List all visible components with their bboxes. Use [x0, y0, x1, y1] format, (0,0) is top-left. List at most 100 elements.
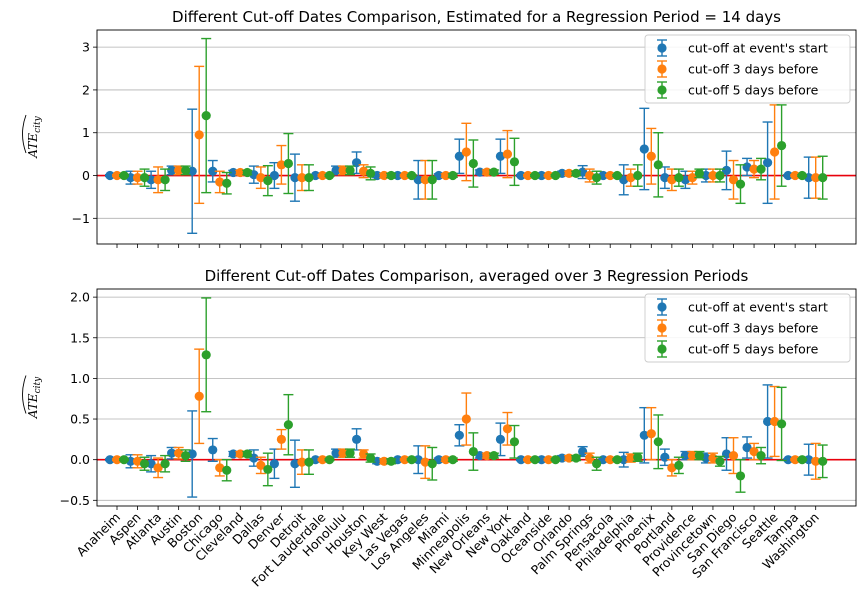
data-point-fort-lauderdale	[324, 455, 335, 465]
data-point-washington	[818, 173, 828, 183]
data-point-honolulu	[331, 165, 341, 175]
data-point-provincetown	[715, 456, 725, 466]
data-point-austin	[167, 165, 177, 175]
data-point-phoenix	[639, 430, 649, 440]
data-point-fort-lauderdale	[317, 170, 328, 181]
data-point-new-york	[509, 437, 520, 447]
data-point-san-francisco	[749, 164, 759, 174]
data-point-providence	[687, 451, 698, 461]
data-point-san-diego	[721, 165, 732, 175]
data-point-austin	[181, 451, 191, 461]
data-point-denver	[283, 158, 293, 169]
data-point-phoenix	[646, 429, 656, 439]
data-point-oceanside	[543, 455, 554, 465]
data-point-san-diego	[728, 175, 739, 185]
legend-marker-point	[657, 64, 667, 74]
data-point-washington	[818, 456, 828, 466]
data-point-minneapolis	[468, 158, 478, 169]
data-point-los-angeles	[420, 457, 430, 467]
data-point-houston	[359, 166, 369, 176]
data-point-new-york	[495, 434, 506, 444]
data-point-seattle	[763, 416, 773, 427]
data-point-san-francisco	[756, 164, 766, 174]
y-tick-label: −0.5	[60, 493, 90, 508]
data-point-san-francisco	[749, 446, 759, 457]
data-point-palm-springs	[592, 459, 602, 469]
legend-label-cut-off-at-event-s-start: cut-off at event's start	[688, 41, 828, 56]
y-tick-label: 1	[82, 125, 90, 140]
data-point-los-angeles	[427, 459, 437, 469]
data-point-washington	[811, 456, 821, 466]
data-point-pensacola	[605, 170, 615, 181]
legend-label-cut-off-at-event-s-start: cut-off at event's start	[688, 300, 828, 315]
legend-label-cut-off-5-days-before: cut-off 5 days before	[688, 342, 819, 357]
data-point-anaheim	[119, 170, 129, 181]
y-tick-label: 1.0	[70, 371, 90, 386]
data-point-houston	[359, 449, 369, 459]
data-point-phoenix	[653, 160, 663, 170]
data-point-phoenix	[646, 151, 656, 161]
data-point-tampa	[783, 170, 793, 181]
data-point-anaheim	[105, 455, 115, 465]
data-point-key-west	[386, 170, 396, 181]
data-point-atlanta	[153, 175, 163, 185]
data-point-provincetown	[715, 170, 725, 181]
data-point-orlando	[571, 168, 581, 178]
legend-marker-point	[657, 85, 667, 95]
y-tick-label: 1.5	[70, 330, 90, 345]
chart-title: Different Cut-off Dates Comparison, aver…	[205, 267, 749, 285]
data-point-washington	[804, 455, 814, 465]
data-point-providence	[687, 173, 698, 183]
data-point-new-york	[502, 424, 513, 434]
legend-label-cut-off-5-days-before: cut-off 5 days before	[688, 83, 819, 98]
data-point-atlanta	[153, 463, 163, 473]
y-tick-label: 0	[82, 168, 90, 183]
data-point-provincetown	[708, 170, 718, 181]
data-point-denver	[269, 170, 279, 181]
data-point-philadelphia	[626, 173, 636, 183]
y-axis-label-text: ATEcity	[26, 376, 43, 419]
data-point-anaheim	[119, 455, 129, 465]
data-point-key-west	[386, 456, 396, 466]
data-point-minneapolis	[468, 446, 478, 457]
data-point-las-vegas	[407, 455, 417, 465]
legend-marker-point	[657, 302, 667, 312]
data-point-oceanside	[536, 170, 547, 181]
data-point-aspen	[132, 456, 143, 466]
data-point-los-angeles	[413, 175, 423, 185]
data-point-dallas	[256, 460, 266, 470]
y-tick-label: 0.5	[70, 412, 90, 427]
data-point-philadelphia	[633, 170, 643, 181]
data-point-detroit	[304, 457, 314, 467]
legend-label-cut-off-3-days-before: cut-off 3 days before	[688, 321, 819, 336]
data-point-tampa	[797, 455, 807, 465]
data-point-washington	[811, 173, 821, 183]
data-point-palm-springs	[592, 173, 602, 183]
data-point-miami	[448, 455, 458, 465]
data-point-las-vegas	[400, 170, 410, 181]
data-point-seattle	[777, 419, 787, 429]
data-point-portland	[660, 452, 670, 462]
data-point-tampa	[783, 455, 793, 465]
data-point-houston	[366, 453, 376, 463]
data-point-oceanside	[543, 170, 554, 181]
data-point-chicago	[215, 177, 225, 187]
data-point-philadelphia	[633, 452, 643, 462]
data-point-new-york	[509, 157, 520, 167]
data-point-detroit	[304, 173, 314, 183]
data-point-chicago	[215, 463, 225, 473]
data-point-portland	[667, 463, 677, 473]
data-point-san-diego	[728, 451, 739, 461]
data-point-portland	[674, 173, 684, 183]
data-point-new-york	[502, 149, 513, 159]
data-point-tampa	[790, 170, 800, 181]
data-point-atlanta	[146, 459, 156, 469]
data-point-oakland	[523, 455, 533, 465]
data-point-tampa	[790, 455, 800, 465]
data-point-new-orleans	[489, 167, 499, 177]
data-point-palm-springs	[585, 453, 595, 463]
data-point-houston	[352, 434, 362, 444]
data-point-san-francisco	[756, 451, 766, 461]
series-cut-off-at-event-s-start	[105, 107, 814, 235]
